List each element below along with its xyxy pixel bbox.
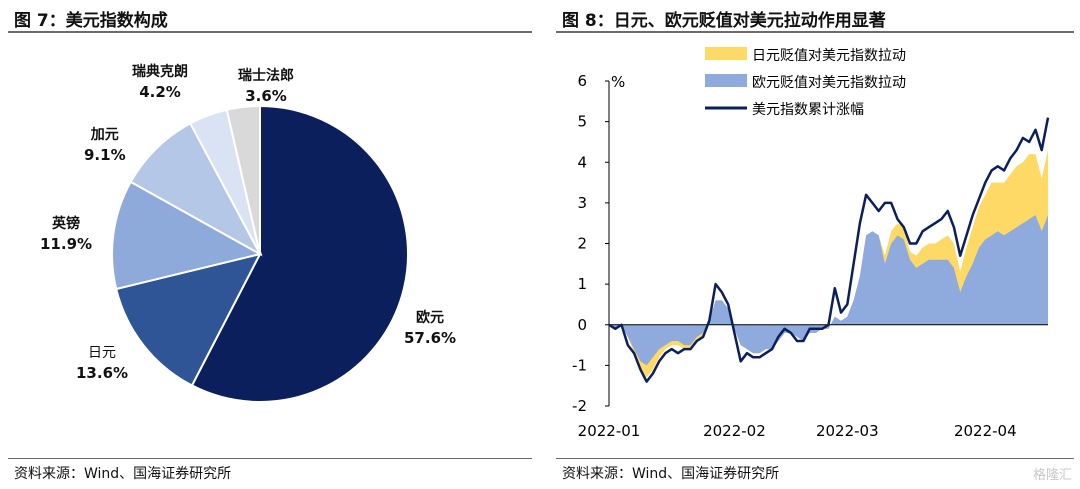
legend-label: 美元指数累计涨幅 — [752, 102, 864, 118]
y-tick-label: 6 — [577, 72, 587, 90]
pie-label-sek: 瑞典克朗 4.2% — [132, 64, 188, 101]
pie-chart-title: 图 7：美元指数构成 — [14, 11, 168, 31]
pie-slice-4 — [129, 122, 263, 257]
legend-label: 日元贬值对美元指数拉动 — [752, 48, 906, 64]
x-tick-label: 2022-04 — [954, 422, 1017, 440]
y-tick-label: 4 — [577, 153, 587, 171]
y-tick-label: 2 — [577, 235, 587, 253]
pie-slice-6 — [225, 104, 261, 255]
legend-label: 欧元贬值对美元指数拉动 — [752, 75, 906, 91]
y-tick-label: 0 — [577, 316, 587, 334]
y-tick-label: -1 — [572, 356, 587, 374]
pie-source-note: 资料来源：Wind、国海证券研究所 — [14, 466, 232, 482]
pie-label-yen: 日元 13.6% — [76, 345, 129, 382]
pie-chart — [111, 104, 410, 403]
legend-swatch — [705, 74, 747, 87]
series-euro-area — [609, 215, 1048, 366]
title-rule-left — [8, 31, 532, 33]
x-tick-label: 2022-01 — [578, 422, 641, 440]
legend-swatch — [705, 47, 747, 60]
pie-slice-3 — [111, 180, 263, 291]
pie-label-chf: 瑞士法郎 3.6% — [238, 68, 294, 105]
area-chart-title: 图 8：日元、欧元贬值对美元拉动作用显著 — [562, 11, 886, 31]
title-rule-right — [556, 31, 1074, 33]
pie-slice-1 — [190, 104, 410, 403]
pie-slice-2 — [114, 252, 262, 387]
y-tick-label: 1 — [577, 275, 587, 293]
pie-label-pound: 英镑 11.9% — [40, 216, 93, 253]
y-tick-label: 5 — [577, 113, 587, 131]
y-tick-label: 3 — [577, 194, 587, 212]
y-tick-label: -2 — [572, 397, 587, 415]
source-rule-right — [556, 458, 1074, 459]
x-tick-label: 2022-02 — [703, 422, 766, 440]
series-index-line — [608, 117, 1050, 383]
area-chart: -2 -1 0 1 2 3 4 5 6 % 2022-01 2022-02 2022-03 2022-04… — [572, 47, 1050, 440]
area-source-note: 资料来源：Wind、国海证券研究所 — [562, 466, 780, 482]
pie-label-euro: 欧元 57.6% — [404, 310, 457, 347]
pie-label-cad: 加元 9.1% — [84, 127, 126, 164]
watermark-logo: 格隆汇 — [1032, 468, 1072, 483]
x-tick-label: 2022-03 — [816, 422, 879, 440]
source-rule-left — [8, 458, 532, 459]
y-axis-unit: % — [611, 73, 625, 91]
